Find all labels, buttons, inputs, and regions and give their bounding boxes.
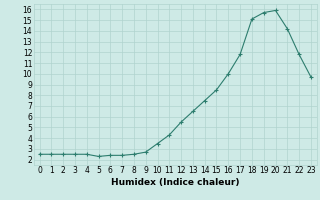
X-axis label: Humidex (Indice chaleur): Humidex (Indice chaleur) — [111, 178, 239, 187]
